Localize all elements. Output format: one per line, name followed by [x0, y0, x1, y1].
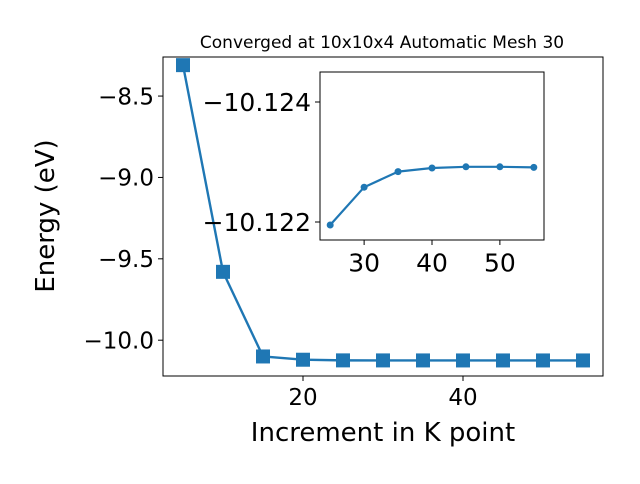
inset-y-tick-label: −10.122 [203, 208, 311, 237]
x-axis-label: Increment in K point [251, 418, 515, 448]
main-data-point [336, 353, 350, 368]
y-axis-label: Energy (eV) [31, 139, 61, 292]
main-data-point [296, 352, 310, 367]
chart-title: Converged at 10x10x4 Automatic Mesh 30 [200, 33, 564, 53]
main-data-point [376, 353, 390, 368]
inset-plot-area: 30 40 50 −10.124 −10.122 [203, 71, 545, 277]
inset-y-tick-label: −10.124 [203, 88, 311, 117]
main-data-point [576, 353, 590, 368]
inset-data-point [428, 164, 436, 172]
inset-x-tick-label: 30 [348, 248, 380, 277]
inset-data-point [462, 163, 470, 171]
main-data-point [256, 349, 270, 364]
main-x-tick-label: 40 [448, 385, 477, 411]
main-y-tick-label: −9.0 [98, 166, 154, 192]
main-y-tick-label: −8.5 [98, 84, 154, 110]
main-data-point [416, 353, 430, 368]
inset-data-point [360, 183, 368, 191]
main-data-point [536, 353, 550, 368]
main-plot-frame [162, 56, 604, 377]
main-data-point [496, 353, 510, 368]
main-data-point [456, 353, 470, 368]
inset-data-point [326, 221, 334, 229]
inset-data-point [394, 168, 402, 176]
main-y-tick-label: −9.5 [98, 247, 154, 273]
inset-data-point [530, 163, 538, 171]
main-plot-area: 20 40 −8.5 −9.0 −9.5 −10.0 [84, 56, 604, 411]
main-data-point [216, 264, 230, 279]
main-y-tick-label: −10.0 [84, 328, 154, 354]
main-x-tick-label: 20 [288, 385, 317, 411]
main-data-point [176, 58, 190, 73]
inset-data-point [496, 163, 504, 171]
inset-x-tick-label: 50 [484, 248, 516, 277]
inset-plot-frame [319, 71, 545, 241]
inset-x-tick-label: 40 [416, 248, 448, 277]
